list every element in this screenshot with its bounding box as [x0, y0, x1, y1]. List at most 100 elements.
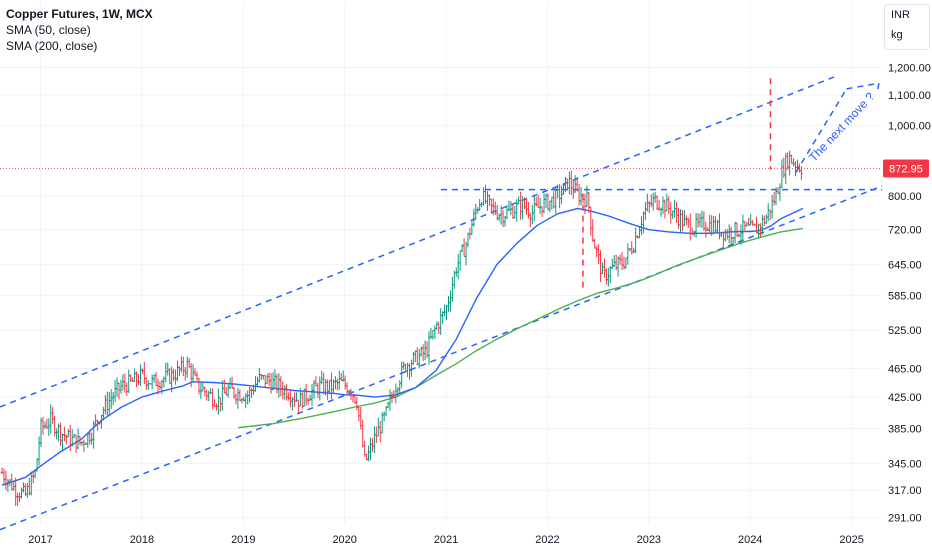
price-bar — [474, 203, 478, 219]
price-bar — [762, 215, 766, 226]
price-bar — [287, 392, 291, 401]
price-bar — [653, 192, 657, 203]
price-bar — [751, 220, 755, 226]
price-bar — [526, 201, 530, 219]
price-bar — [721, 232, 725, 250]
y-tick-label: 525.00 — [888, 325, 922, 337]
price-bar — [51, 407, 55, 425]
price-bar — [795, 159, 799, 172]
x-tick-label: 2025 — [839, 534, 863, 546]
x-tick-label: 2021 — [434, 534, 458, 546]
price-bar — [244, 392, 248, 409]
price-bar — [766, 203, 770, 222]
price-bar — [636, 235, 640, 239]
price-bar — [446, 296, 450, 312]
price-bar — [255, 376, 259, 387]
price-bar — [501, 210, 505, 228]
price-bar — [21, 482, 25, 493]
y-axis: 1,200.00 1,100.00 1,000.00 800.00 720.00 645.… — [888, 62, 931, 524]
price-bar — [175, 360, 179, 382]
price-bar — [123, 373, 127, 393]
price-bar — [111, 391, 115, 406]
price-bar — [64, 434, 68, 445]
price-bar — [610, 258, 614, 270]
price-bar — [205, 389, 209, 401]
price-bar — [538, 198, 542, 214]
price-bar — [569, 170, 573, 196]
price-bar — [593, 238, 597, 249]
price-bar — [296, 399, 300, 414]
y-tick-label: 465.00 — [888, 364, 922, 376]
price-bar — [476, 207, 480, 214]
price-bar — [168, 368, 172, 385]
price-bar — [448, 290, 452, 312]
price-bar — [136, 373, 140, 386]
y-tick-label: 1,000.00 — [888, 120, 931, 132]
price-bar — [216, 388, 220, 415]
price-bar — [135, 371, 139, 388]
price-bar — [238, 389, 242, 401]
sma200-line — [238, 227, 804, 429]
price-bar — [146, 380, 150, 391]
price-bar — [680, 210, 684, 232]
price-bar — [250, 387, 254, 398]
price-bar — [140, 368, 144, 374]
price-bar — [285, 383, 289, 401]
x-tick-label: 2019 — [231, 534, 255, 546]
price-bar — [597, 244, 601, 265]
price-bar — [279, 376, 283, 397]
price-bar — [741, 214, 745, 242]
price-bar — [725, 228, 729, 240]
x-tick-label: 2024 — [738, 534, 762, 546]
price-bar — [441, 311, 445, 324]
price-bar — [201, 382, 205, 392]
unit-selector[interactable]: INR kg — [884, 4, 930, 50]
price-bar — [776, 187, 780, 194]
price-bar — [335, 378, 339, 391]
price-bar — [267, 372, 271, 386]
price-bar — [76, 428, 80, 450]
price-bar — [18, 492, 22, 503]
price-bar — [372, 426, 376, 454]
price-bar — [49, 404, 53, 434]
price-bar — [220, 380, 224, 411]
price-bar — [727, 224, 731, 244]
price-bar — [407, 363, 411, 380]
price-bar — [638, 227, 642, 239]
price-bar — [583, 193, 587, 215]
unit-weight: kg — [891, 29, 903, 41]
last-price-tag — [883, 159, 929, 178]
price-bar — [624, 257, 628, 269]
price-bar — [427, 331, 431, 365]
price-bar — [620, 251, 624, 270]
price-bar — [179, 356, 183, 373]
price-bar — [226, 384, 230, 398]
price-bar — [663, 199, 667, 219]
price-bar — [684, 215, 688, 226]
y-tick-label: 291.00 — [888, 512, 922, 524]
price-bar — [384, 406, 388, 417]
price-bar — [60, 433, 64, 450]
price-bar — [433, 325, 437, 339]
price-bar — [218, 397, 222, 412]
sma50-layer — [1, 207, 804, 486]
price-bar — [269, 373, 273, 394]
price-bar — [604, 268, 608, 285]
unit-currency: INR — [891, 9, 910, 21]
price-bar — [181, 356, 185, 377]
y-tick-label: 1,100.00 — [888, 90, 931, 102]
price-bar — [511, 203, 515, 219]
price-bar — [606, 267, 610, 287]
price-bar — [577, 184, 581, 206]
price-bar — [273, 369, 277, 389]
price-bar — [450, 276, 454, 302]
legend-title: Copper Futures, 1W, MCX — [6, 7, 153, 21]
price-bar — [528, 212, 532, 228]
price-bar — [224, 387, 228, 396]
trendline-move-projection-2 — [846, 82, 880, 90]
price-bar — [355, 396, 359, 411]
price-bar — [370, 438, 374, 452]
annotation-text: The next move ? — [806, 89, 877, 164]
price-bar — [651, 192, 655, 211]
price-bar — [456, 253, 460, 280]
